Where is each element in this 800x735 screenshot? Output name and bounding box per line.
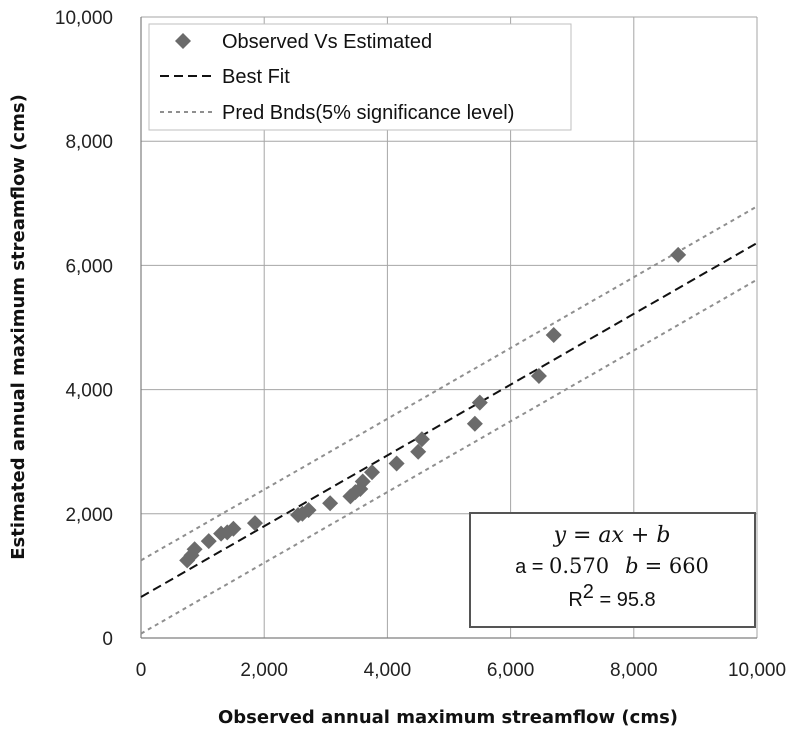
tick-labels: 0 2,000 4,000 6,000 8,000 10,000 0 2,000 4,000 6,… (55, 8, 786, 681)
x-tick-label: 4,000 (364, 660, 412, 681)
legend-box (148, 23, 572, 131)
r2-label: R (568, 589, 582, 611)
y-tick-label: 0 (102, 629, 113, 650)
y-tick-label: 10,000 (55, 8, 113, 29)
data-point (413, 431, 430, 448)
equation-box-border (469, 512, 756, 628)
best-fit-line (140, 242, 758, 598)
a-label: a = (515, 556, 549, 578)
x-tick-label: 2,000 (240, 660, 288, 681)
coefficients-text: a = 0.570 b = 660 (515, 554, 709, 578)
legend-label-pred-bounds: Pred Bnds(5% significance level) (222, 102, 514, 124)
data-point (354, 473, 371, 490)
data-point (364, 464, 380, 481)
y-tick-label: 2,000 (65, 505, 113, 526)
equation-text: y = ax + b (553, 523, 671, 548)
legend-label-best-fit: Best Fit (222, 66, 290, 88)
data-point (545, 326, 562, 343)
upper-prediction-bound (140, 205, 758, 562)
data-point (670, 246, 687, 263)
data-point (200, 533, 217, 550)
grid (140, 16, 758, 639)
data-point (186, 541, 203, 558)
r2-value: = 95.8 (594, 589, 656, 611)
data-point (471, 394, 488, 411)
x-axis-title: Observed annual maximum streamflow (cms) (218, 707, 678, 728)
data-points (179, 246, 687, 569)
equation-box: y = ax + b a = 0.570 b = 660 R2 = 95.8 (469, 512, 756, 628)
legend-label-observed: Observed Vs Estimated (222, 31, 432, 53)
x-tick-label: 10,000 (728, 660, 786, 681)
data-point (410, 443, 427, 460)
b-variable: b (625, 554, 638, 578)
data-point (300, 502, 317, 519)
data-point (530, 367, 547, 384)
r2-superscript: 2 (583, 581, 594, 603)
b-value: = 660 (645, 554, 709, 578)
lower-prediction-bound (140, 278, 758, 635)
data-point (322, 495, 339, 512)
legend-marker-observed (175, 33, 191, 49)
data-point (388, 455, 405, 472)
data-point (246, 515, 263, 532)
x-tick-label: 0 (136, 660, 147, 681)
y-tick-label: 8,000 (65, 132, 113, 153)
a-value: 0.570 (549, 554, 609, 578)
x-tick-label: 8,000 (610, 660, 658, 681)
legend: Observed Vs Estimated Best Fit Pred Bnds… (148, 23, 572, 131)
x-tick-label: 6,000 (487, 660, 535, 681)
fit-lines (140, 205, 758, 635)
y-tick-label: 4,000 (65, 381, 113, 402)
data-point (225, 520, 242, 537)
r-squared-text: R2 = 95.8 (568, 581, 655, 611)
y-axis-title: Estimated annual maximum streamflow (cms… (8, 94, 29, 560)
data-point (466, 415, 483, 432)
y-tick-label: 6,000 (65, 256, 113, 277)
